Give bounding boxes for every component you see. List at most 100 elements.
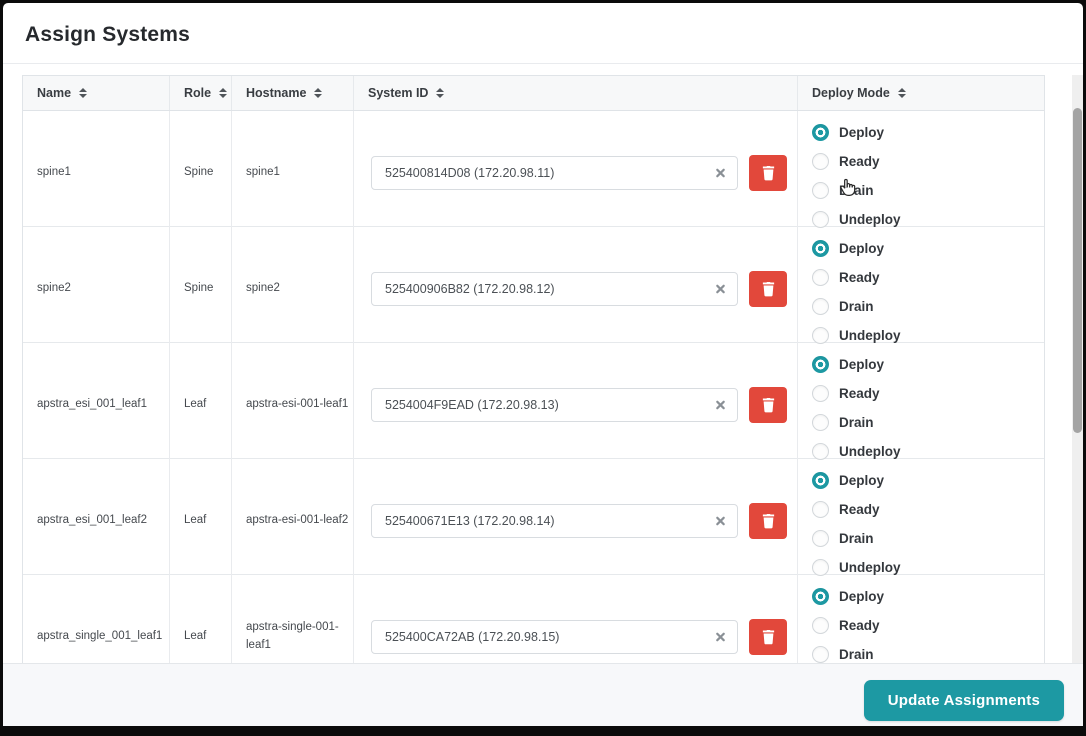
column-header-deploy-mode[interactable]: Deploy Mode [798,76,1046,110]
deploy-mode-radio-drain[interactable] [812,298,829,315]
deploy-mode-radio-deploy[interactable] [812,124,829,141]
deploy-mode-label: Drain [839,531,874,546]
delete-assignment-button[interactable] [749,618,787,655]
column-header-role[interactable]: Role [170,76,232,110]
system-id-select[interactable]: 5254004F9EAD (172.20.98.13) [371,387,738,422]
cell-name: apstra_esi_001_leaf1 [23,343,170,466]
clear-x-icon[interactable] [715,515,726,526]
deploy-mode-radio-deploy[interactable] [812,356,829,373]
trash-icon [761,629,776,645]
system-id-value: 525400906B82 (172.20.98.12) [385,281,555,296]
deploy-mode-radio-undeploy[interactable] [812,559,829,576]
sort-icon[interactable] [897,88,906,98]
sort-icon[interactable] [314,88,323,98]
systems-table-area: Name Role Hostname System ID Deploy Mode spi… [22,75,1083,663]
deploy-mode-radio-deploy[interactable] [812,240,829,257]
deploy-mode-radio-ready[interactable] [812,153,829,170]
deploy-mode-radio-undeploy[interactable] [812,443,829,460]
deploy-mode-option-deploy[interactable]: Deploy [812,234,1046,263]
trash-icon [761,513,776,529]
column-label: Deploy Mode [812,86,890,100]
column-header-system-id[interactable]: System ID [354,76,798,110]
deploy-mode-option-drain[interactable]: Drain [812,640,1046,663]
clear-x-icon[interactable] [715,283,726,294]
column-label: Name [37,86,72,100]
trash-icon [761,281,776,297]
deploy-mode-radio-ready[interactable] [812,269,829,286]
deploy-mode-option-ready[interactable]: Ready [812,147,1046,176]
deploy-mode-radio-deploy[interactable] [812,588,829,605]
cell-system-id: 525400814D08 (172.20.98.11) [354,111,798,234]
update-assignments-button[interactable]: Update Assignments [863,680,1064,721]
table-row: spine2 Spine spine2 525400906B82 (172.20.9… [23,227,1044,350]
deploy-mode-radio-undeploy[interactable] [812,211,829,228]
deploy-mode-option-ready[interactable]: Ready [812,611,1046,640]
trash-icon [761,165,776,181]
deploy-mode-label: Undeploy [839,560,901,575]
cell-hostname: apstra-esi-001-leaf2 [232,459,354,582]
scrollbar-thumb[interactable] [1073,108,1082,433]
deploy-mode-option-undeploy[interactable]: Undeploy [812,437,1046,466]
deploy-mode-label: Deploy [839,589,885,604]
column-header-name[interactable]: Name [23,76,170,110]
cell-system-id: 525400671E13 (172.20.98.14) [354,459,798,582]
delete-assignment-button[interactable] [749,154,787,191]
cell-deploy-mode: Deploy Ready Drain Undeploy [798,227,1046,350]
deploy-mode-radio-drain[interactable] [812,646,829,663]
sort-icon[interactable] [219,88,228,98]
system-id-select[interactable]: 525400906B82 (172.20.98.12) [371,271,738,306]
deploy-mode-option-drain[interactable]: Drain [812,292,1046,321]
deploy-mode-option-deploy[interactable]: Deploy [812,582,1046,611]
clear-x-icon[interactable] [715,631,726,642]
deploy-mode-radio-deploy[interactable] [812,472,829,489]
deploy-mode-option-drain[interactable]: Drain [812,524,1046,553]
deploy-mode-option-deploy[interactable]: Deploy [812,350,1046,379]
deploy-mode-option-undeploy[interactable]: Undeploy [812,205,1046,234]
deploy-mode-label: Deploy [839,125,885,140]
sort-icon[interactable] [436,88,445,98]
delete-assignment-button[interactable] [749,386,787,423]
cell-hostname: spine1 [232,111,354,234]
deploy-mode-option-undeploy[interactable]: Undeploy [812,553,1046,582]
system-id-select[interactable]: 525400CA72AB (172.20.98.15) [371,619,738,654]
deploy-mode-option-deploy[interactable]: Deploy [812,466,1046,495]
page-title: Assign Systems [3,3,1083,64]
deploy-mode-option-ready[interactable]: Ready [812,379,1046,408]
deploy-mode-option-ready[interactable]: Ready [812,495,1046,524]
column-label: Role [184,86,212,100]
column-header-hostname[interactable]: Hostname [232,76,354,110]
column-label: System ID [368,86,429,100]
deploy-mode-radio-ready[interactable] [812,501,829,518]
system-id-value: 525400671E13 (172.20.98.14) [385,513,555,528]
cell-role: Spine [170,227,232,350]
systems-table: Name Role Hostname System ID Deploy Mode spi… [22,75,1045,663]
deploy-mode-option-deploy[interactable]: Deploy [812,118,1046,147]
deploy-mode-label: Deploy [839,241,885,256]
deploy-mode-radio-undeploy[interactable] [812,327,829,344]
system-id-select[interactable]: 525400671E13 (172.20.98.14) [371,503,738,538]
deploy-mode-option-drain[interactable]: Drain [812,408,1046,437]
vertical-scrollbar[interactable] [1072,75,1083,663]
sort-icon[interactable] [79,88,88,98]
clear-x-icon[interactable] [715,167,726,178]
clear-x-icon[interactable] [715,399,726,410]
delete-assignment-button[interactable] [749,270,787,307]
deploy-mode-radio-ready[interactable] [812,617,829,634]
deploy-mode-radio-drain[interactable] [812,414,829,431]
cell-name: spine1 [23,111,170,234]
deploy-mode-radio-drain[interactable] [812,530,829,547]
delete-assignment-button[interactable] [749,502,787,539]
deploy-mode-option-undeploy[interactable]: Undeploy [812,321,1046,350]
deploy-mode-option-ready[interactable]: Ready [812,263,1046,292]
system-id-select[interactable]: 525400814D08 (172.20.98.11) [371,155,738,190]
table-row: apstra_esi_001_leaf2 Leaf apstra-esi-001-l… [23,459,1046,582]
table-row: apstra_single_001_leaf1 Leaf apstra-single… [23,575,1044,663]
table-row: apstra_esi_001_leaf1 Leaf apstra-esi-001-l… [23,343,1046,466]
deploy-mode-radio-drain[interactable] [812,182,829,199]
table-header-row: Name Role Hostname System ID Deploy Mode [23,76,1044,111]
deploy-mode-radio-ready[interactable] [812,385,829,402]
cell-role: Spine [170,111,232,234]
deploy-mode-option-drain[interactable]: Drain [812,176,1046,205]
deploy-mode-label: Undeploy [839,212,901,227]
cell-system-id: 5254004F9EAD (172.20.98.13) [354,343,798,466]
